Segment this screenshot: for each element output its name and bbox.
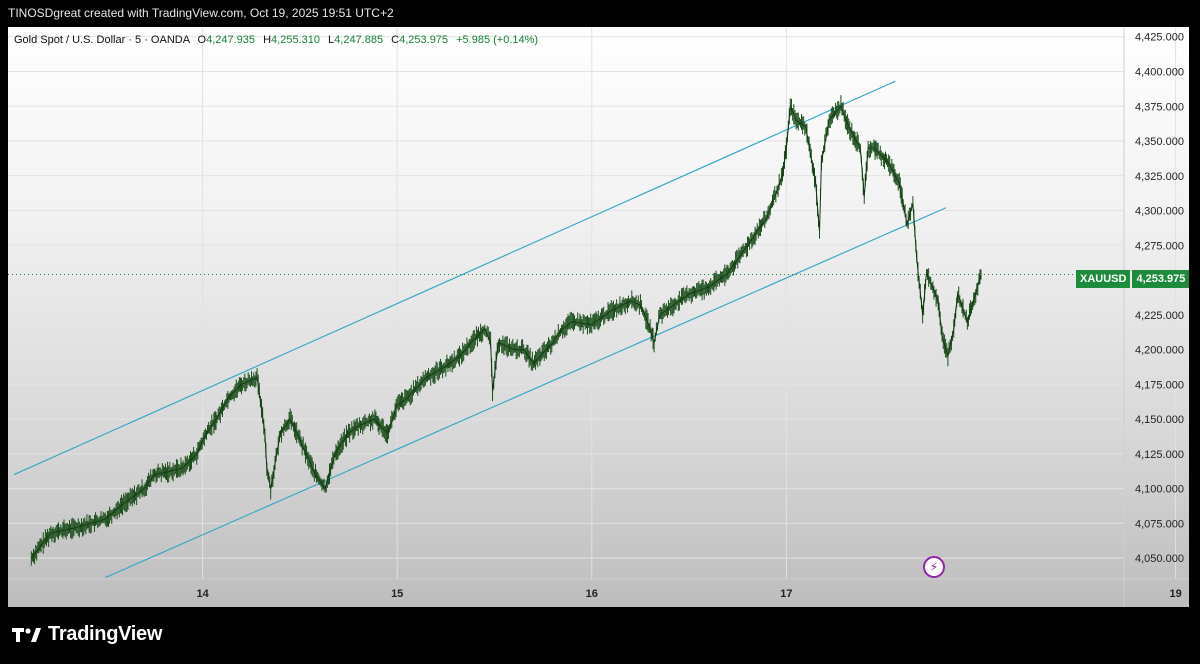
symbol-name: Gold Spot / U.S. Dollar · 5 · OANDA [14, 34, 190, 46]
y-tick-label: 4,075.000 [1135, 518, 1184, 530]
price-series-line [31, 104, 982, 559]
chart-area[interactable]: 4,050.000 4,075.000 4,100.000 4,125.000 4,15… [8, 27, 1190, 607]
y-tick-label: 4,200.000 [1135, 345, 1184, 357]
channel-lower-line [105, 207, 947, 579]
close-value: 4,253.975 [399, 34, 449, 46]
y-tick-label: 4,325.000 [1135, 171, 1184, 183]
x-tick-label: 17 [780, 588, 792, 600]
open-value: 4,247.935 [206, 34, 256, 46]
x-tick-label: 14 [196, 588, 209, 600]
tradingview-logo-icon [12, 627, 41, 642]
y-tick-label: 4,150.000 [1135, 414, 1184, 426]
y-tick-label: 4,350.000 [1135, 136, 1184, 148]
y-tick-label: 4,050.000 [1135, 553, 1184, 565]
x-tick-label: 15 [391, 588, 403, 600]
high-value: 4,255.310 [271, 34, 320, 46]
high-label: H [263, 34, 272, 46]
y-tick-label: 4,125.000 [1135, 449, 1184, 461]
last-price-tag: XAUUSD 4,253.975 [1076, 270, 1190, 288]
y-tick-label: 4,275.000 [1135, 240, 1184, 252]
x-tick-label: 16 [586, 588, 598, 600]
low-value: 4,247.885 [334, 34, 384, 46]
x-tick-label: 19 [1169, 588, 1181, 600]
low-label: L [328, 34, 335, 46]
channel-upper-line [13, 80, 896, 476]
lightning-bolt-icon[interactable]: ⚡ [923, 556, 945, 578]
y-tick-label: 4,300.000 [1135, 206, 1184, 218]
close-label: C [391, 34, 400, 46]
y-tick-label: 4,425.000 [1135, 32, 1184, 44]
y-tick-label: 4,100.000 [1135, 484, 1184, 496]
price-tag-symbol: XAUUSD [1076, 270, 1131, 288]
price-tag-value: 4,253.975 [1132, 270, 1190, 288]
tradingview-logo[interactable]: TradingView [12, 623, 162, 646]
y-tick-label: 4,175.000 [1135, 379, 1184, 391]
symbol-legend: Gold Spot / U.S. Dollar · 5 · OANDA O4,2… [14, 34, 538, 46]
open-label: O [197, 34, 207, 46]
y-tick-label: 4,225.000 [1135, 310, 1184, 322]
y-tick-label: 4,400.000 [1135, 66, 1184, 78]
change-value: +5.985 (+0.14%) [456, 34, 539, 46]
chart-caption: TINOSDgreat created with TradingView.com… [8, 6, 394, 20]
y-tick-label: 4,375.000 [1135, 101, 1184, 113]
chart-svg[interactable]: 4,050.000 4,075.000 4,100.000 4,125.000 4,15… [8, 27, 1189, 607]
brand-name: TradingView [48, 623, 163, 645]
